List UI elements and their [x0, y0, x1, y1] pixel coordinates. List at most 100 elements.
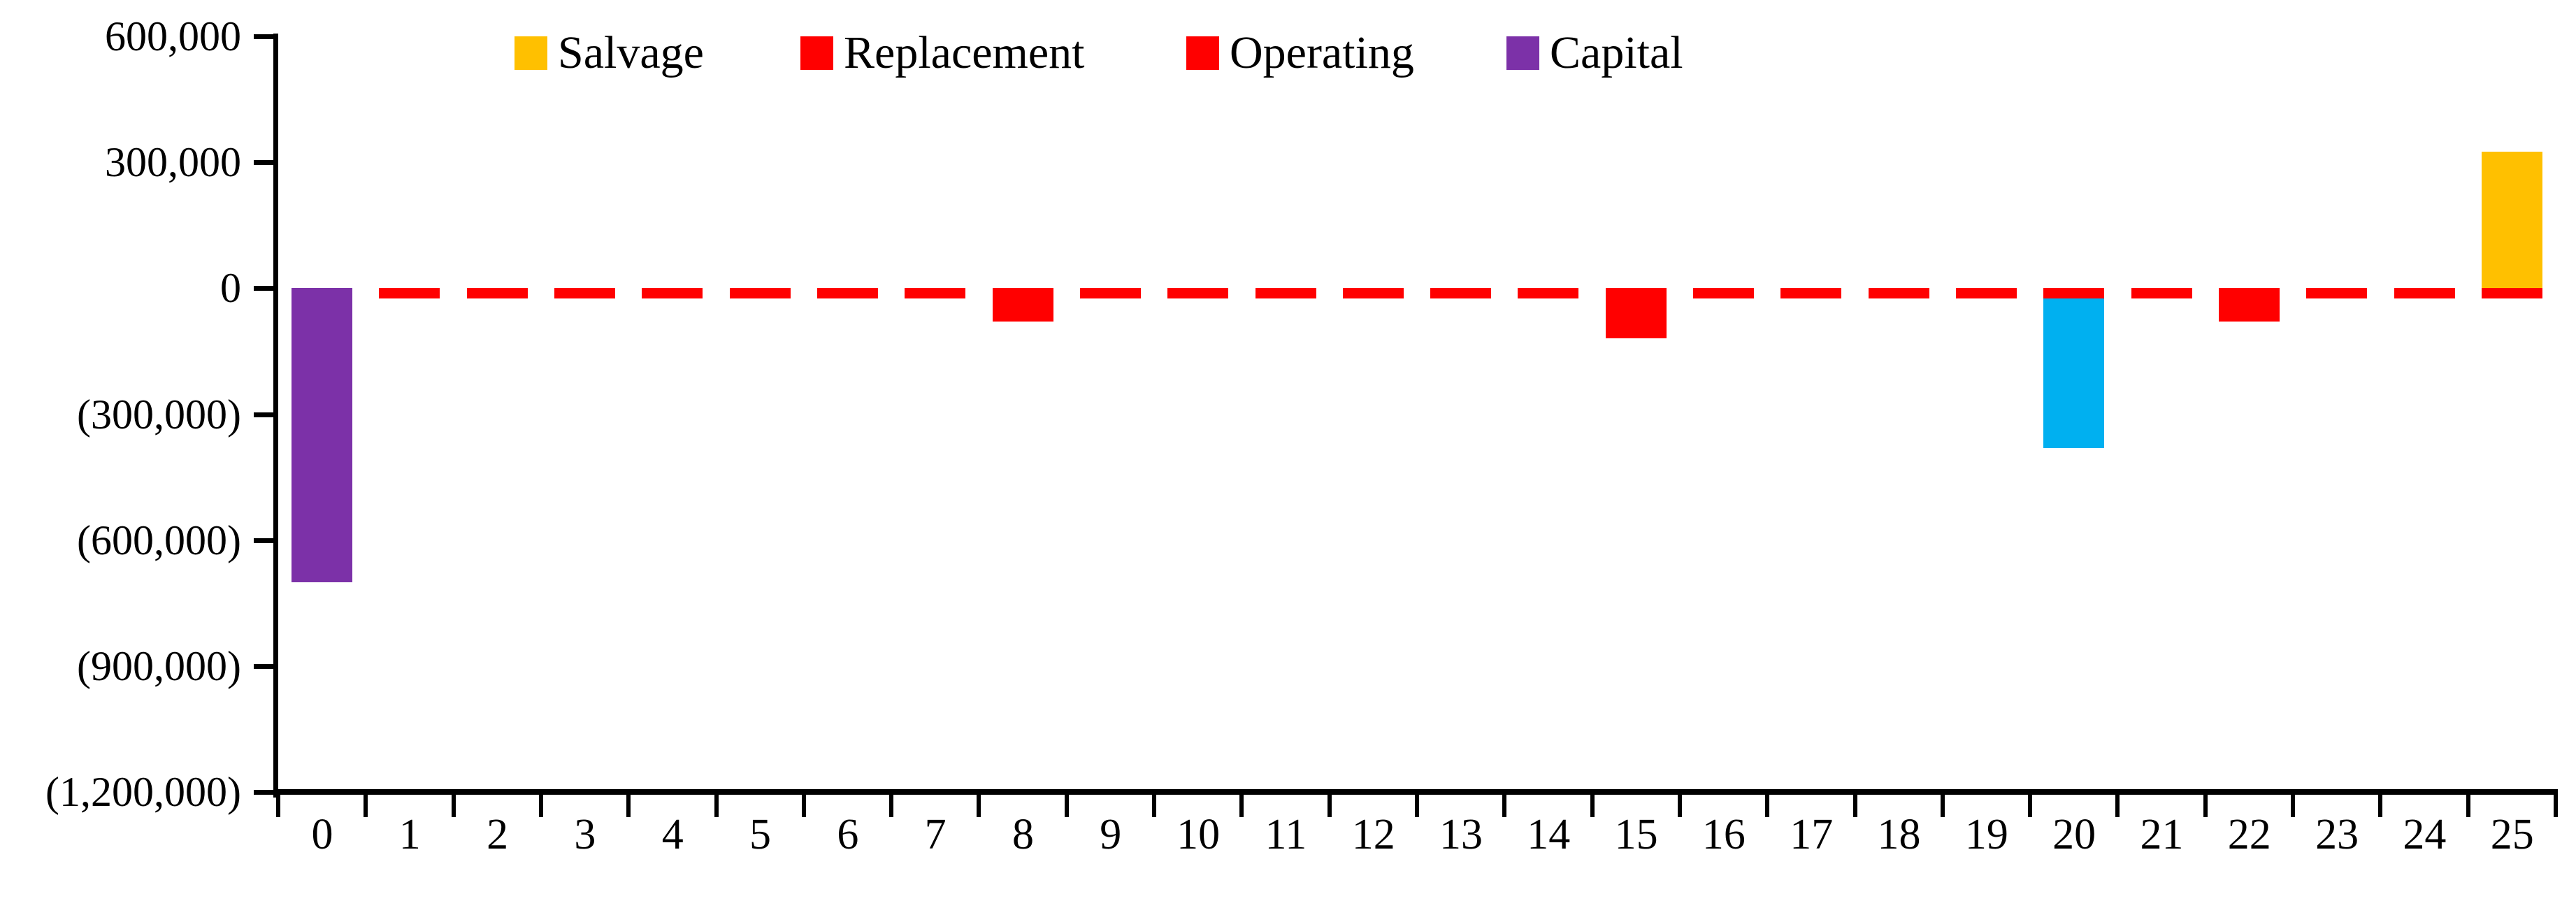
- x-axis-tick-label: 2: [487, 811, 509, 858]
- x-axis-tick: [2028, 795, 2033, 817]
- bar-replacement-year-15: [1605, 298, 1667, 339]
- y-axis-tick-label: (1,200,000): [45, 769, 241, 815]
- bar-operating-year-8: [992, 288, 1053, 299]
- x-axis-tick-label: 24: [2403, 811, 2447, 858]
- y-axis-tick: [254, 160, 275, 166]
- y-axis-tick: [254, 286, 275, 291]
- x-axis-tick-label: 12: [1351, 811, 1395, 858]
- x-axis-tick: [364, 795, 368, 817]
- x-axis-tick-label: 19: [1964, 811, 2008, 858]
- bar-operating-year-7: [905, 288, 966, 299]
- legend-label-salvage: Salvage: [558, 27, 704, 78]
- x-axis-line: [273, 789, 2558, 795]
- bar-operating-year-14: [1518, 288, 1579, 299]
- y-axis-tick: [254, 538, 275, 543]
- x-axis-tick: [1940, 795, 1945, 817]
- bar-operating-year-24: [2394, 288, 2455, 299]
- y-axis-tick: [254, 790, 275, 795]
- x-axis-tick-label: 14: [1527, 811, 1571, 858]
- x-axis-tick-label: 21: [2140, 811, 2184, 858]
- bar-operating-year-25: [2481, 288, 2542, 299]
- bar-operating-year-21: [2131, 288, 2192, 299]
- y-axis-line: [273, 34, 278, 798]
- legend-item-replacement: Replacement: [800, 27, 1085, 80]
- x-axis-tick-label: 7: [924, 811, 947, 858]
- bar-operating-year-19: [1956, 288, 2017, 299]
- bar-capital-year-0: [292, 288, 353, 582]
- x-axis-tick: [1064, 795, 1069, 817]
- x-axis-tick-label: 17: [1790, 811, 1834, 858]
- bar-operating-year-18: [1868, 288, 1929, 299]
- replacement-swatch-icon: [800, 36, 833, 70]
- x-axis-tick-label: 15: [1614, 811, 1658, 858]
- y-axis-tick-label: 300,000: [105, 139, 241, 186]
- x-axis-tick: [1502, 795, 1507, 817]
- y-axis-tick-label: (900,000): [77, 642, 241, 689]
- x-axis-tick: [977, 795, 981, 817]
- x-axis-tick: [451, 795, 456, 817]
- x-axis-tick: [1677, 795, 1682, 817]
- y-axis-tick-label: (300,000): [77, 391, 241, 438]
- capital-swatch-icon: [1506, 36, 1539, 70]
- x-axis-tick-label: 0: [311, 811, 333, 858]
- bar-operating-year-4: [642, 288, 703, 299]
- x-axis-tick-label: 3: [574, 811, 596, 858]
- x-axis-tick: [626, 795, 631, 817]
- bar-operating-year-1: [379, 288, 440, 299]
- x-axis-tick-label: 9: [1100, 811, 1122, 858]
- x-axis-tick-label: 13: [1439, 811, 1483, 858]
- x-axis-tick: [801, 795, 806, 817]
- operating-swatch-icon: [1186, 36, 1219, 70]
- bar-operating-year-15: [1605, 288, 1667, 299]
- x-axis-tick: [2378, 795, 2383, 817]
- x-axis-tick-label: 4: [661, 811, 684, 858]
- y-axis-tick-label: (600,000): [77, 517, 241, 563]
- bar-operating-year-13: [1430, 288, 1492, 299]
- y-axis-tick-label: 600,000: [105, 13, 241, 59]
- bar-replacement-year-8: [992, 298, 1053, 322]
- bar-replacement-year-22: [2218, 298, 2280, 322]
- bar-operating-year-2: [466, 288, 528, 299]
- x-axis-tick-label: 18: [1877, 811, 1921, 858]
- bar-operating-year-11: [1255, 288, 1316, 299]
- bar-operating-year-16: [1693, 288, 1755, 299]
- x-axis-tick: [2203, 795, 2208, 817]
- bar-operating-year-3: [554, 288, 616, 299]
- legend-label-capital: Capital: [1550, 27, 1683, 78]
- legend-item-salvage: Salvage: [515, 27, 704, 80]
- legend-label-operating: Operating: [1230, 27, 1414, 78]
- x-axis-tick-label: 6: [837, 811, 859, 858]
- bar-operating-year-5: [729, 288, 791, 299]
- x-axis-tick: [1152, 795, 1157, 817]
- x-axis-tick-label: 22: [2227, 811, 2271, 858]
- bar-unlabeled-cyan-bar-year-20: [2043, 298, 2105, 448]
- x-axis-tick-label: 8: [1012, 811, 1034, 858]
- salvage-swatch-icon: [515, 36, 547, 70]
- bar-operating-year-6: [817, 288, 878, 299]
- y-axis-tick: [254, 412, 275, 417]
- legend-label-replacement: Replacement: [844, 27, 1085, 78]
- y-axis-tick: [254, 34, 275, 39]
- y-axis-tick: [254, 663, 275, 669]
- x-axis-tick: [1327, 795, 1332, 817]
- bar-operating-year-23: [2306, 288, 2368, 299]
- legend: Salvage Replacement Operating Capital: [0, 27, 2576, 82]
- bar-operating-year-9: [1079, 288, 1141, 299]
- x-axis-tick-label: 1: [398, 811, 421, 858]
- y-axis-tick-label: 0: [220, 265, 241, 312]
- bar-operating-year-20: [2043, 288, 2105, 299]
- x-axis-tick: [889, 795, 894, 817]
- bar-salvage-year-25: [2481, 152, 2542, 289]
- bar-operating-year-12: [1342, 288, 1404, 299]
- x-axis-tick: [2291, 795, 2296, 817]
- x-axis-tick: [538, 795, 543, 817]
- x-axis-tick-label: 23: [2315, 811, 2359, 858]
- x-axis-tick-label: 20: [2052, 811, 2096, 858]
- x-axis-tick-label: 25: [2490, 811, 2534, 858]
- x-axis-tick: [2554, 795, 2558, 817]
- x-axis-tick: [1415, 795, 1419, 817]
- x-axis-tick: [276, 795, 280, 817]
- x-axis-tick-label: 11: [1265, 811, 1307, 858]
- x-axis-tick: [2466, 795, 2470, 817]
- x-axis-tick: [1852, 795, 1857, 817]
